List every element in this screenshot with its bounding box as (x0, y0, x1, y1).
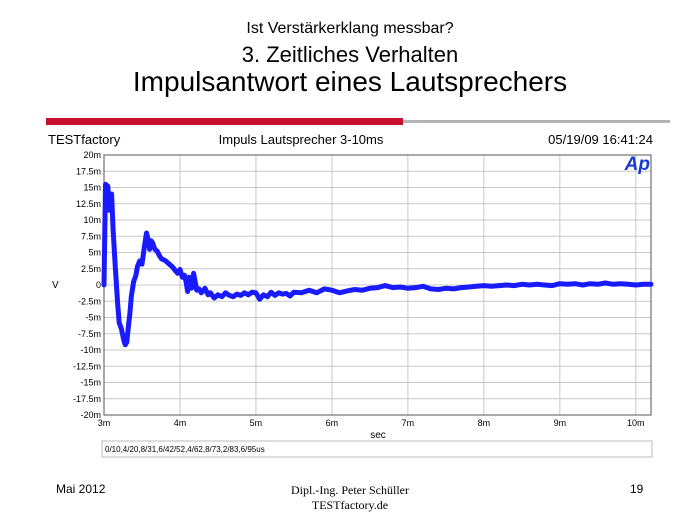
chart-timestamp: 05/19/09 16:41:24 (548, 132, 653, 147)
footer-date: Mai 2012 (56, 482, 106, 496)
y-tick-label: 5m (88, 248, 101, 258)
y-tick-label: 12.5m (76, 199, 101, 209)
x-tick-label: 7m (402, 418, 415, 428)
chart-svg: 20m 17.5m 15m 12.5m 10m 7.5m 5m 2.5m 0 -2.5m -5m -7… (48, 132, 654, 458)
slide-title-line-2: 3. Zeitliches Verhalten (241, 42, 459, 67)
footer-author-site: TESTfactory.de (311, 498, 389, 512)
x-tick-labels: 3m 4m 5m 6m 7m 8m 9m 10m (98, 418, 645, 428)
legend-text: 0/10,4/20,8/31,6/42/52,4/62,8/73,2/83,6/… (105, 445, 265, 454)
y-axis-label: V (52, 280, 59, 291)
accent-bar (46, 118, 670, 125)
y-tick-labels: 20m 17.5m 15m 12.5m 10m 7.5m 5m 2.5m 0 -2.5m -5m -7… (73, 150, 101, 420)
chart-header-left: TESTfactory (48, 132, 121, 147)
slide-title-line-1: Ist Verstärkerklang messbar? (246, 20, 454, 37)
footer-author: Dipl.-Ing. Peter Schüller TESTfactory.de (250, 483, 450, 513)
y-tick-label: 0 (96, 280, 101, 290)
y-tick-label: -10m (80, 345, 101, 355)
y-tick-label: -2.5m (78, 296, 101, 306)
impulse-response-trace (101, 181, 654, 348)
x-tick-label: 4m (174, 418, 187, 428)
legend-box (101, 440, 653, 458)
x-tick-label: 6m (326, 418, 339, 428)
y-tick-label: 17.5m (76, 166, 101, 176)
slide-title-line-3: Impulsantwort eines Lautsprechers (132, 66, 568, 97)
y-tick-label: -7.5m (78, 329, 101, 339)
y-tick-label: 7.5m (81, 231, 101, 241)
y-tick-label: 15m (83, 183, 101, 193)
y-tick-label: -17.5m (73, 394, 101, 404)
x-tick-label: 9m (554, 418, 567, 428)
impulse-response-chart: 20m 17.5m 15m 12.5m 10m 7.5m 5m 2.5m 0 -2.5m -5m -7… (46, 128, 656, 475)
footer-page-number: 19 (630, 482, 644, 496)
y-tick-label: 10m (83, 215, 101, 225)
x-axis-label: sec (370, 430, 386, 441)
accent-bar-red (46, 118, 403, 125)
x-tick-label: 10m (627, 418, 645, 428)
y-tick-label: 20m (83, 150, 101, 160)
x-tick-label: 5m (250, 418, 263, 428)
x-tick-label: 8m (478, 418, 491, 428)
y-tick-label: -5m (86, 313, 102, 323)
y-tick-label: -12.5m (73, 361, 101, 371)
y-tick-label: -20m (80, 410, 101, 420)
y-tick-label: 2.5m (81, 264, 101, 274)
chart-title: Impuls Lautsprecher 3-10ms (219, 132, 384, 147)
footer-author-name: Dipl.-Ing. Peter Schüller (291, 483, 409, 497)
ap-logo-icon: Ap (624, 154, 650, 175)
y-tick-label: -15m (80, 378, 101, 388)
accent-bar-grey (403, 120, 670, 123)
x-tick-label: 3m (98, 418, 111, 428)
